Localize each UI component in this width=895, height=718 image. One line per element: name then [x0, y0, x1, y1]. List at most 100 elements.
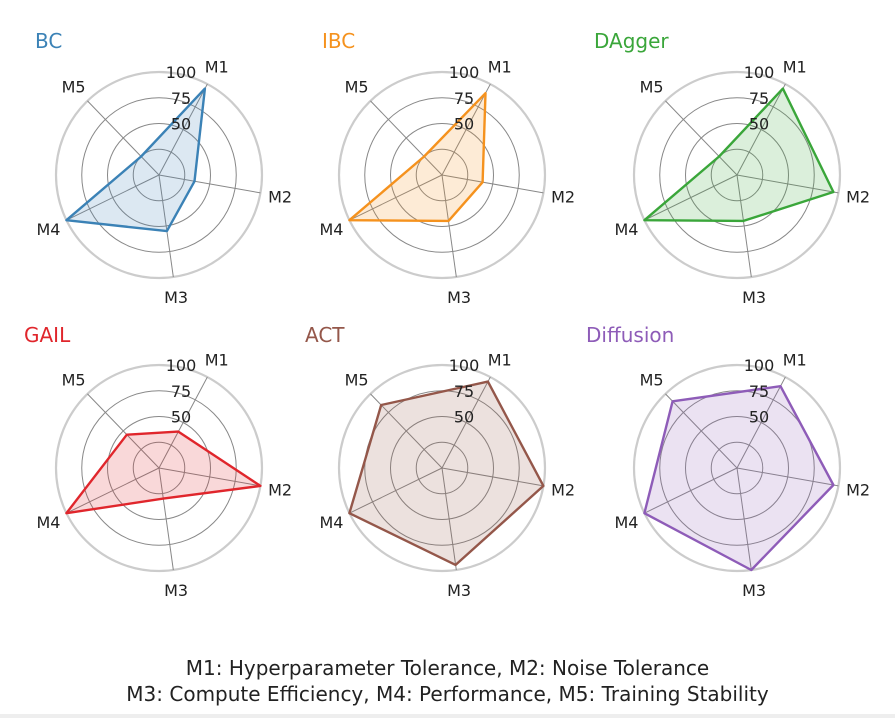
axis-label-m4: M4	[614, 513, 638, 532]
outer-ring	[54, 70, 264, 280]
spoke	[370, 100, 443, 176]
grid-ring	[710, 148, 764, 202]
series-area	[65, 87, 207, 233]
axis-label-m1: M1	[488, 57, 512, 76]
axis-label-m3: M3	[742, 581, 766, 600]
grid-ring	[685, 123, 789, 227]
chart-title: GAIL	[24, 323, 71, 347]
grid-ring	[81, 97, 237, 253]
spoke	[158, 174, 174, 278]
radial-tick-label: 50	[749, 115, 769, 134]
series-area	[348, 380, 545, 567]
legend-caption-line-2: M3: Compute Efficiency, M4: Performance,…	[126, 682, 769, 706]
radial-tick-label: 100	[744, 356, 775, 375]
spoke	[158, 376, 208, 469]
axis-label-m5: M5	[345, 78, 369, 97]
grid-ring	[710, 441, 764, 495]
axis-label-m5: M5	[345, 371, 369, 390]
axis-label-m1: M1	[205, 350, 229, 369]
spoke	[736, 174, 752, 278]
spoke	[349, 174, 443, 221]
axis-label-m2: M2	[846, 480, 870, 499]
chart-title: IBC	[322, 29, 355, 53]
grid-ring	[132, 148, 186, 202]
radial-tick-label: 100	[166, 63, 197, 82]
axis-label-m5: M5	[62, 78, 86, 97]
spoke	[441, 467, 544, 487]
grid-ring	[390, 416, 494, 520]
spoke	[644, 174, 738, 221]
radial-tick-label: 100	[449, 63, 480, 82]
radar-panel: 50 75 100 M1 M2 M3 M4 M5 Diffusion	[586, 323, 870, 600]
outer-ring	[632, 70, 842, 280]
axis-label-m3: M3	[742, 288, 766, 307]
axis-label-m2: M2	[268, 187, 292, 206]
spoke	[441, 467, 457, 571]
axis-label-m1: M1	[783, 57, 807, 76]
axis-label-m5: M5	[640, 371, 664, 390]
axis-label-m1: M1	[783, 350, 807, 369]
radial-tick-label: 50	[171, 115, 191, 134]
radar-panel: 50 75 100 M1 M2 M3 M4 M5 DAgger	[594, 29, 870, 307]
grid-ring	[685, 416, 789, 520]
radial-tick-label: 75	[749, 89, 769, 108]
spoke	[66, 174, 160, 221]
axis-label-m3: M3	[447, 581, 471, 600]
radar-panel: 50 75 100 M1 M2 M3 M4 M5 GAIL	[24, 323, 292, 600]
axis-label-m5: M5	[640, 78, 664, 97]
grid-ring	[107, 123, 211, 227]
series-area	[643, 87, 835, 223]
radial-tick-label: 50	[171, 408, 191, 427]
outer-ring	[337, 363, 547, 573]
spoke	[441, 174, 544, 194]
radial-tick-label: 100	[744, 63, 775, 82]
series-area	[348, 91, 487, 223]
spoke	[736, 467, 839, 487]
radial-tick-label: 50	[454, 115, 474, 134]
axis-label-m2: M2	[551, 187, 575, 206]
chart-title: ACT	[305, 323, 345, 347]
grid-ring	[415, 148, 469, 202]
radial-tick-label: 75	[749, 382, 769, 401]
spoke	[441, 174, 457, 278]
spoke	[349, 467, 443, 514]
radial-tick-label: 75	[454, 89, 474, 108]
radar-chart-grid: 50 75 100 M1 M2 M3 M4 M5 BC 50 75 100 M1 M2 M3 M4 M5 IBC 5…	[24, 29, 870, 600]
grid-ring	[81, 390, 237, 546]
radial-tick-label: 75	[171, 89, 191, 108]
axis-label-m3: M3	[164, 288, 188, 307]
spoke	[87, 100, 160, 176]
axis-label-m2: M2	[551, 480, 575, 499]
spoke	[441, 83, 491, 176]
axis-label-m4: M4	[319, 513, 343, 532]
spoke	[66, 467, 160, 514]
outer-ring	[54, 363, 264, 573]
spoke	[158, 467, 174, 571]
radar-panel: 50 75 100 M1 M2 M3 M4 M5 IBC	[319, 29, 575, 307]
radial-tick-label: 50	[454, 408, 474, 427]
spoke	[370, 393, 443, 469]
chart-title: Diffusion	[586, 323, 674, 347]
bottom-border	[0, 714, 895, 718]
outer-ring	[632, 363, 842, 573]
radial-tick-label: 100	[449, 356, 480, 375]
spoke	[87, 393, 160, 469]
radar-panel: 50 75 100 M1 M2 M3 M4 M5 BC	[35, 29, 292, 307]
series-area	[643, 385, 835, 572]
grid-ring	[390, 123, 494, 227]
spoke	[736, 467, 752, 571]
axis-label-m4: M4	[36, 513, 60, 532]
grid-ring	[107, 416, 211, 520]
axis-label-m2: M2	[846, 187, 870, 206]
radar-panel: 50 75 100 M1 M2 M3 M4 M5 ACT	[305, 323, 575, 600]
spoke	[665, 100, 738, 176]
series-area	[65, 430, 262, 515]
axis-label-m2: M2	[268, 480, 292, 499]
spoke	[158, 83, 208, 176]
chart-title: BC	[35, 29, 62, 53]
spoke	[158, 174, 261, 194]
legend-caption-line-1: M1: Hyperparameter Tolerance, M2: Noise …	[185, 656, 710, 680]
grid-ring	[659, 97, 815, 253]
chart-title: DAgger	[594, 29, 669, 53]
outer-ring	[337, 70, 547, 280]
